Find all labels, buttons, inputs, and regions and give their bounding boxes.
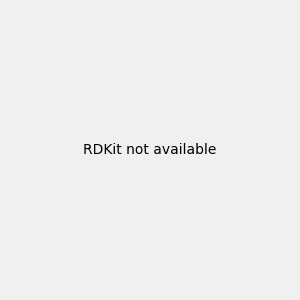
Text: RDKit not available: RDKit not available [83, 143, 217, 157]
